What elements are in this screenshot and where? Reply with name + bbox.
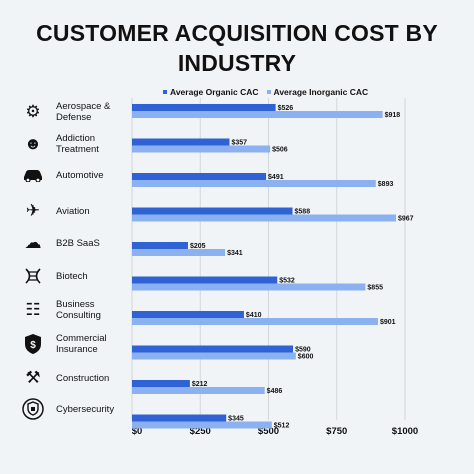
bar-value-label: $526 [278,105,294,112]
bar-organic [132,276,278,284]
cyber-shield-icon [20,396,46,422]
bar-inorganic [132,180,376,187]
bar-value-label: $855 [367,285,383,292]
legend-label-inorganic: Average Inorganic CAC [273,87,369,97]
bar-inorganic [132,111,383,118]
x-tick-label: $750 [326,426,347,437]
bar-inorganic [132,283,366,291]
bar-organic [132,104,276,111]
bar-organic [132,138,230,146]
category-aerospace-defense: ⚙ Aerospace & Defense [20,95,124,129]
chart-legend: Average Organic CAC Average Inorganic CA… [163,87,368,97]
bar-value-label: $512 [274,423,290,430]
category-label: Addiction Treatment [56,133,99,155]
bar-value-label: $901 [380,319,396,326]
bar-value-label: $341 [227,250,243,257]
category-cybersecurity: Cybersecurity [20,392,124,426]
legend-swatch-inorganic [266,90,271,94]
bar-value-label: $491 [268,174,284,181]
chart-title-line1: CUSTOMER ACQUISITION COST BY [36,20,438,46]
bar-value-label: $893 [378,181,394,188]
dna-icon [20,263,46,289]
bar-value-label: $205 [190,243,206,250]
bar-value-label: $590 [295,347,311,354]
category-b2b-saas: ☁ B2B SaaS [20,226,124,260]
rocket-gear-icon: ⚙ [25,102,41,121]
bar-value-label: $410 [246,312,262,319]
bar-value-label: $600 [298,354,314,361]
bar-inorganic [132,145,271,153]
category-label: Aerospace & Defense [56,101,111,123]
svg-text:$: $ [30,340,36,351]
category-label: Commercial Insurance [56,333,107,355]
people-meeting-icon: ☷ [25,300,41,319]
category-label: Automotive [56,169,104,181]
x-tick-label: $250 [190,426,211,437]
category-label: Construction [56,372,110,384]
bar-organic [132,173,267,180]
category-automotive: Automotive [20,158,124,192]
category-commercial-insurance: $ Commercial Insurance [20,327,124,361]
bar-organic [132,207,293,215]
bar-inorganic [132,214,396,222]
x-tick-label: $500 [258,426,279,437]
x-tick-label: $1000 [392,426,418,437]
bar-value-label: $506 [272,147,288,154]
category-construction: ⚒ Construction [20,361,124,395]
legend-swatch-organic [163,90,167,94]
bar-value-label: $486 [267,388,283,395]
legend-item-inorganic: Average Inorganic CAC [266,87,369,97]
tools-icon: ⚒ [25,368,41,387]
bar-value-label: $588 [295,209,311,216]
category-label: Aviation [56,205,90,217]
bar-value-label: $212 [192,381,208,388]
x-tick-label: $0 [132,426,143,437]
shield-dollar-icon: $ [20,331,46,357]
category-label: Biotech [56,270,88,282]
bar-organic [132,380,190,387]
legend-item-organic: Average Organic CAC [163,87,259,97]
bar-inorganic [132,249,226,256]
bar-value-label: $357 [231,140,247,147]
bar-organic [132,242,188,249]
bar-inorganic [132,387,265,394]
category-label: Business Consulting [56,299,101,321]
bar-value-label: $345 [228,416,244,423]
category-addiction-treatment: ☻ Addiction Treatment [20,127,124,161]
bar-value-label: $918 [385,112,401,119]
briefcase-cloud-icon: ☁ [24,233,42,252]
bar-value-label: $967 [398,216,414,223]
airplane-icon: ✈ [25,201,41,220]
category-label: Cybersecurity [56,403,115,415]
bar-organic [132,311,244,318]
category-label: B2B SaaS [56,237,100,249]
car-icon [20,162,46,188]
category-aviation: ✈ Aviation [20,194,124,228]
chart-title-line2: INDUSTRY [177,50,297,76]
category-biotech: Biotech [20,259,124,293]
bar-organic [132,345,294,353]
category-business-consulting: ☷ Business Consulting [20,293,124,327]
bar-value-label: $532 [279,278,295,285]
bar-inorganic [132,318,378,325]
chart-title: CUSTOMER ACQUISITION COST BY INDUSTRY [0,18,474,78]
bar-inorganic [132,421,272,429]
brain-head-icon: ☻ [24,134,42,153]
bar-organic [132,414,227,422]
legend-label-organic: Average Organic CAC [170,87,259,97]
bar-inorganic [132,352,296,360]
